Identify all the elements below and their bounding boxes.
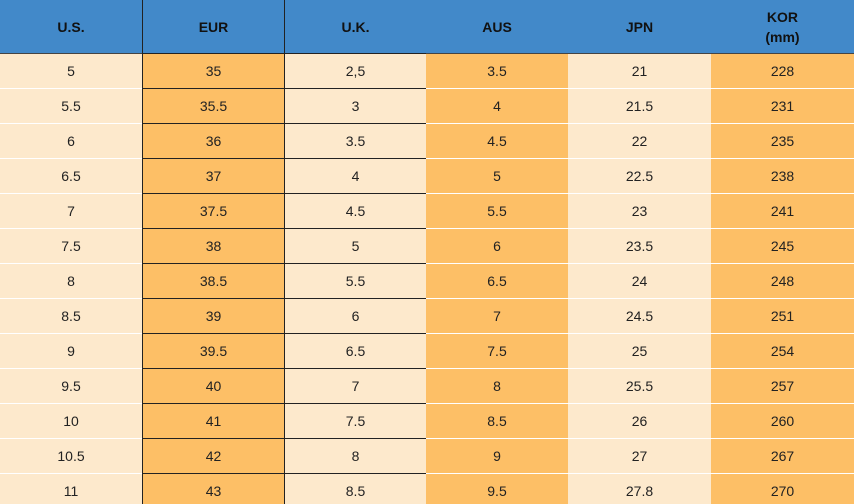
table-cell: 228 (711, 54, 854, 89)
table-cell: 238 (711, 159, 854, 194)
table-cell: 27 (568, 439, 711, 474)
table-cell: 8 (0, 264, 142, 299)
table-cell: 4.5 (284, 194, 427, 229)
table-cell: 9 (0, 334, 142, 369)
table-cell: 245 (711, 229, 854, 264)
table-cell: 10.5 (0, 439, 142, 474)
table-cell: 6.5 (0, 159, 142, 194)
table-cell: 7 (426, 299, 568, 334)
column-header: U.S. (0, 0, 142, 54)
table-cell: 43 (142, 474, 285, 504)
table-cell: 39 (142, 299, 285, 334)
table-cell: 6.5 (426, 264, 568, 299)
table-cell: 25 (568, 334, 711, 369)
table-cell: 38.5 (142, 264, 285, 299)
column-header: AUS (426, 0, 568, 54)
column-header: JPN (568, 0, 711, 54)
table-cell: 254 (711, 334, 854, 369)
table-cell: 10 (0, 404, 142, 439)
table-cell: 6 (284, 299, 427, 334)
table-cell: 25.5 (568, 369, 711, 404)
table-cell: 7.5 (0, 229, 142, 264)
table-cell: 6.5 (284, 334, 427, 369)
table-cell: 267 (711, 439, 854, 474)
table-cell: 41 (142, 404, 285, 439)
table-cell: 8.5 (0, 299, 142, 334)
table-cell: 36 (142, 124, 285, 159)
table-cell: 6 (426, 229, 568, 264)
table-cell: 270 (711, 474, 854, 504)
table-cell: 35 (142, 54, 285, 89)
table-cell: 8.5 (426, 404, 568, 439)
table-cell: 257 (711, 369, 854, 404)
table-cell: 3.5 (426, 54, 568, 89)
table-cell: 231 (711, 89, 854, 124)
table-cell: 21.5 (568, 89, 711, 124)
table-cell: 2,5 (284, 54, 427, 89)
table-cell: 5 (0, 54, 142, 89)
column-header: U.K. (284, 0, 427, 54)
table-cell: 241 (711, 194, 854, 229)
table-cell: 7 (0, 194, 142, 229)
table-cell: 23.5 (568, 229, 711, 264)
table-cell: 6 (0, 124, 142, 159)
table-cell: 9 (426, 439, 568, 474)
table-cell: 21 (568, 54, 711, 89)
table-cell: 7.5 (426, 334, 568, 369)
table-cell: 235 (711, 124, 854, 159)
table-cell: 24 (568, 264, 711, 299)
table-cell: 7 (284, 369, 427, 404)
table-cell: 8 (426, 369, 568, 404)
table-cell: 5 (284, 229, 427, 264)
table-cell: 37.5 (142, 194, 285, 229)
table-cell: 4 (426, 89, 568, 124)
table-cell: 5.5 (284, 264, 427, 299)
column-header: KOR (mm) (711, 0, 854, 54)
table-cell: 35.5 (142, 89, 285, 124)
table-cell: 40 (142, 369, 285, 404)
table-cell: 5.5 (426, 194, 568, 229)
table-cell: 22.5 (568, 159, 711, 194)
table-cell: 42 (142, 439, 285, 474)
table-cell: 26 (568, 404, 711, 439)
table-cell: 5.5 (0, 89, 142, 124)
table-cell: 9.5 (0, 369, 142, 404)
table-cell: 260 (711, 404, 854, 439)
table-cell: 248 (711, 264, 854, 299)
table-cell: 39.5 (142, 334, 285, 369)
column-header: EUR (142, 0, 285, 54)
table-cell: 3.5 (284, 124, 427, 159)
table-cell: 4.5 (426, 124, 568, 159)
table-cell: 27.8 (568, 474, 711, 504)
table-cell: 23 (568, 194, 711, 229)
table-cell: 5 (426, 159, 568, 194)
table-cell: 3 (284, 89, 427, 124)
table-cell: 7.5 (284, 404, 427, 439)
table-cell: 24.5 (568, 299, 711, 334)
table-cell: 11 (0, 474, 142, 504)
table-cell: 37 (142, 159, 285, 194)
table-cell: 4 (284, 159, 427, 194)
table-cell: 38 (142, 229, 285, 264)
table-cell: 22 (568, 124, 711, 159)
table-cell: 9.5 (426, 474, 568, 504)
table-cell: 8 (284, 439, 427, 474)
table-cell: 8.5 (284, 474, 427, 504)
table-cell: 251 (711, 299, 854, 334)
